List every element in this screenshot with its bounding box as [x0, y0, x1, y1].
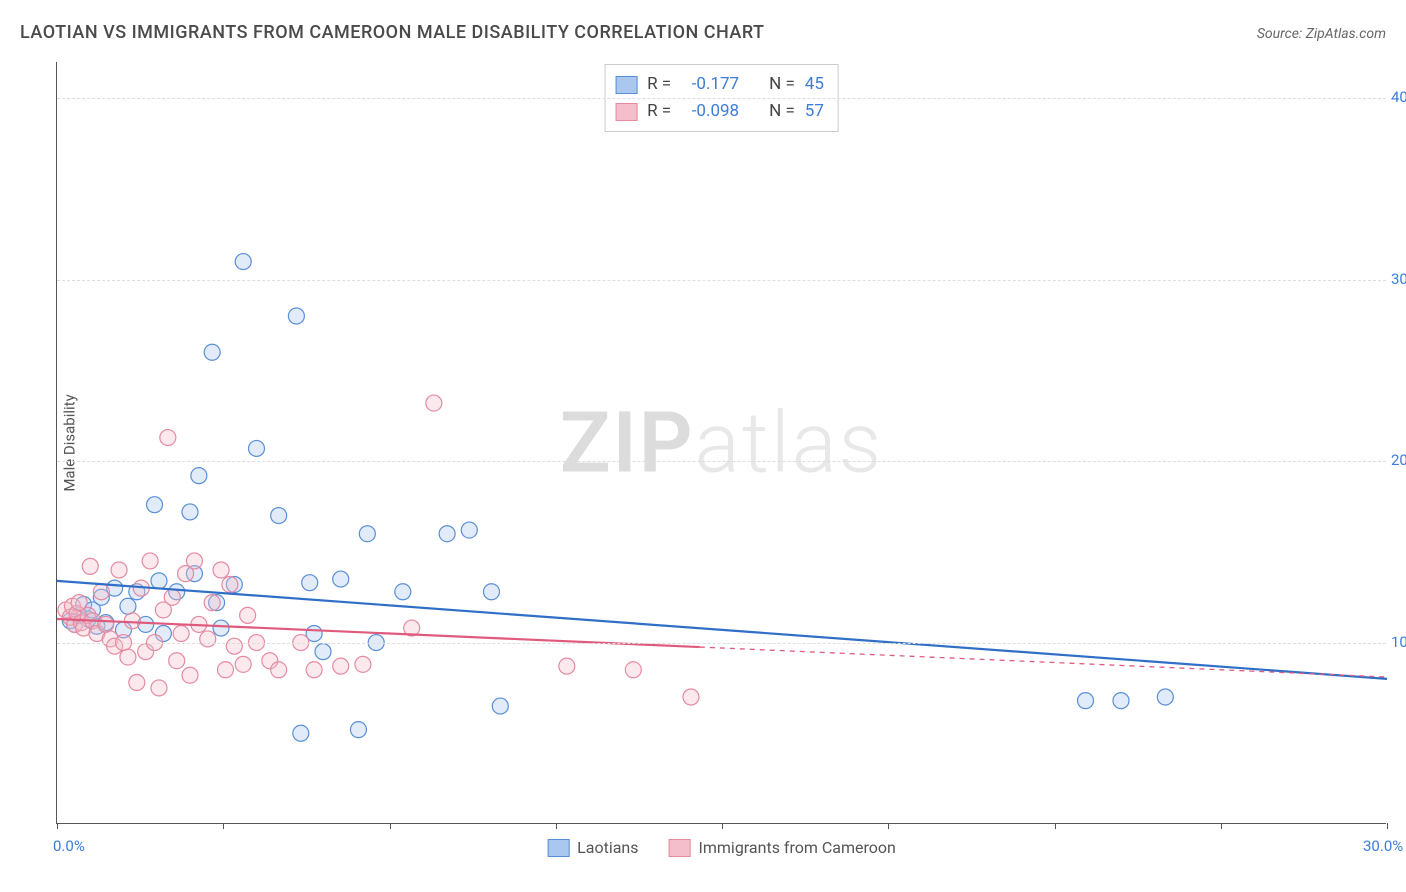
- data-point: [395, 584, 411, 600]
- data-point: [235, 254, 251, 270]
- source-label: Source:: [1257, 26, 1302, 42]
- data-point: [350, 722, 366, 738]
- x-tick-mark: [1387, 823, 1388, 829]
- gridline-h: [57, 98, 1386, 99]
- data-point: [359, 526, 375, 542]
- data-point: [333, 658, 349, 674]
- data-point: [173, 626, 189, 642]
- legend-label: Immigrants from Cameroon: [699, 838, 896, 857]
- data-point: [124, 613, 140, 629]
- legend-item: Immigrants from Cameroon: [669, 838, 896, 857]
- data-point: [160, 430, 176, 446]
- legend-label: Laotians: [577, 838, 638, 857]
- gridline-h: [57, 643, 1386, 644]
- legend-swatch: [547, 839, 569, 857]
- data-point: [151, 573, 167, 589]
- data-point: [147, 497, 163, 513]
- x-tick-mark: [722, 823, 723, 829]
- data-point: [142, 553, 158, 569]
- data-point: [129, 674, 145, 690]
- data-point: [217, 662, 233, 678]
- data-point: [98, 616, 114, 632]
- bottom-legend: Laotians Immigrants from Cameroon: [547, 838, 896, 857]
- data-point: [204, 595, 220, 611]
- plot-area: ZIPatlas Male Disability R =-0.177N =45R…: [56, 62, 1386, 824]
- legend-item: Laotians: [547, 838, 638, 857]
- data-point: [226, 638, 242, 654]
- data-point: [151, 680, 167, 696]
- data-point: [164, 589, 180, 605]
- x-tick-mark: [57, 823, 58, 829]
- data-point: [293, 725, 309, 741]
- data-point: [120, 649, 136, 665]
- y-tick-label: 10.0%: [1391, 633, 1406, 651]
- data-point: [182, 504, 198, 520]
- data-point: [302, 575, 318, 591]
- x-tick-label: 0.0%: [53, 837, 85, 855]
- legend-swatch: [669, 839, 691, 857]
- data-point: [182, 667, 198, 683]
- data-point: [288, 308, 304, 324]
- x-tick-mark: [390, 823, 391, 829]
- data-point: [683, 689, 699, 705]
- data-point: [1157, 689, 1173, 705]
- x-tick-label: 30.0%: [1363, 837, 1403, 855]
- data-point: [213, 562, 229, 578]
- regression-line-dashed: [700, 647, 1387, 677]
- data-point: [271, 508, 287, 524]
- y-tick-label: 20.0%: [1391, 451, 1406, 469]
- data-point: [492, 698, 508, 714]
- data-point: [1078, 693, 1094, 709]
- data-point: [461, 522, 477, 538]
- x-tick-mark: [1221, 823, 1222, 829]
- data-point: [559, 658, 575, 674]
- data-point: [625, 662, 641, 678]
- data-point: [222, 577, 238, 593]
- data-point: [333, 571, 349, 587]
- data-point: [169, 653, 185, 669]
- y-tick-label: 40.0%: [1391, 88, 1406, 106]
- chart-svg: [57, 62, 1386, 823]
- data-point: [213, 620, 229, 636]
- gridline-h: [57, 461, 1386, 462]
- data-point: [191, 468, 207, 484]
- data-point: [1113, 693, 1129, 709]
- data-point: [306, 662, 322, 678]
- x-tick-mark: [888, 823, 889, 829]
- data-point: [439, 526, 455, 542]
- y-tick-label: 30.0%: [1391, 270, 1406, 288]
- chart-container: LAOTIAN VS IMMIGRANTS FROM CAMEROON MALE…: [0, 0, 1406, 892]
- data-point: [82, 558, 98, 574]
- source-attrib: Source: ZipAtlas.com: [1257, 26, 1386, 42]
- data-point: [483, 584, 499, 600]
- x-tick-mark: [223, 823, 224, 829]
- x-tick-mark: [1055, 823, 1056, 829]
- data-point: [271, 662, 287, 678]
- data-point: [249, 440, 265, 456]
- data-point: [204, 344, 220, 360]
- source-link[interactable]: ZipAtlas.com: [1306, 26, 1386, 42]
- data-point: [235, 656, 251, 672]
- data-point: [426, 395, 442, 411]
- data-point: [355, 656, 371, 672]
- data-point: [111, 562, 127, 578]
- gridline-h: [57, 280, 1386, 281]
- data-point: [120, 598, 136, 614]
- data-point: [315, 644, 331, 660]
- regression-line: [57, 581, 1387, 679]
- x-tick-mark: [556, 823, 557, 829]
- data-point: [186, 553, 202, 569]
- data-point: [93, 584, 109, 600]
- chart-title: LAOTIAN VS IMMIGRANTS FROM CAMEROON MALE…: [20, 22, 765, 43]
- data-point: [240, 607, 256, 623]
- data-point: [200, 631, 216, 647]
